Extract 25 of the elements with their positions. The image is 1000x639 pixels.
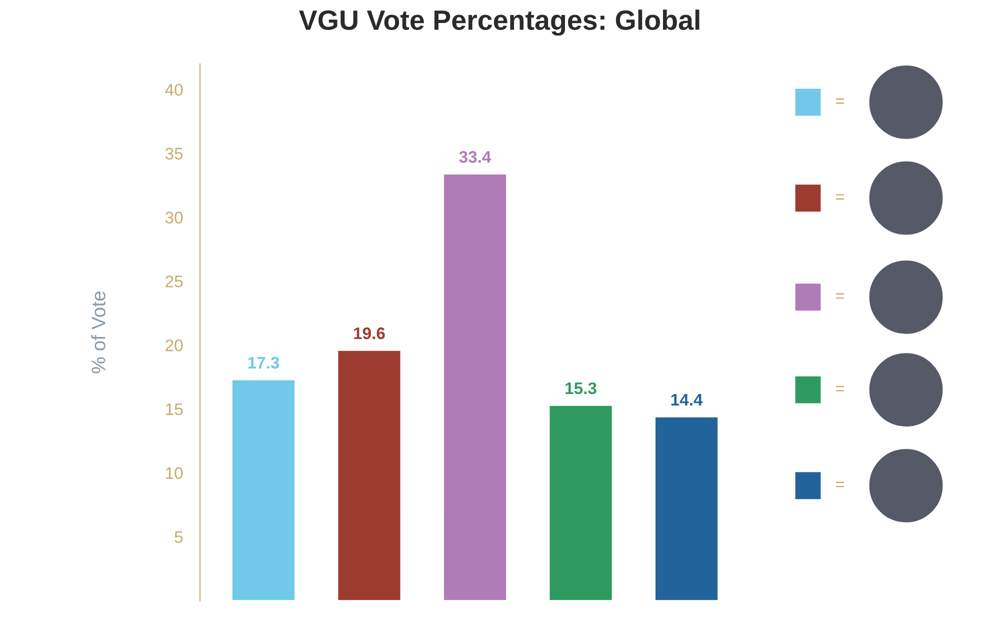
text: = xyxy=(836,194,844,200)
text: = xyxy=(836,386,844,392)
bar xyxy=(442,173,508,601)
text: = xyxy=(836,98,844,104)
text: = xyxy=(836,293,844,299)
y-axis-title: % of Vote xyxy=(91,292,106,374)
data-label: 33.4 xyxy=(459,151,492,163)
y-tick-label: 35 xyxy=(165,148,183,160)
data-label: 17.3 xyxy=(248,356,280,369)
data-label: 15.3 xyxy=(566,382,596,394)
chart-title: VGU Vote Percentages: Global xyxy=(299,10,700,36)
y-tick-label: 40 xyxy=(165,84,183,96)
y-tick-label: 10 xyxy=(166,467,183,480)
bar xyxy=(231,378,296,601)
y-tick-label: 5 xyxy=(174,531,183,543)
y-tick-label: 20 xyxy=(166,339,183,352)
bar xyxy=(548,404,614,601)
y-tick-label: 15 xyxy=(166,404,183,416)
data-label: 14.4 xyxy=(671,394,703,406)
y-tick-label: 30 xyxy=(165,212,183,224)
bar xyxy=(654,416,719,601)
data-label: 19.6 xyxy=(354,327,385,340)
bar xyxy=(336,349,402,601)
text: = xyxy=(836,482,844,488)
y-tick-label: 25 xyxy=(166,276,183,288)
